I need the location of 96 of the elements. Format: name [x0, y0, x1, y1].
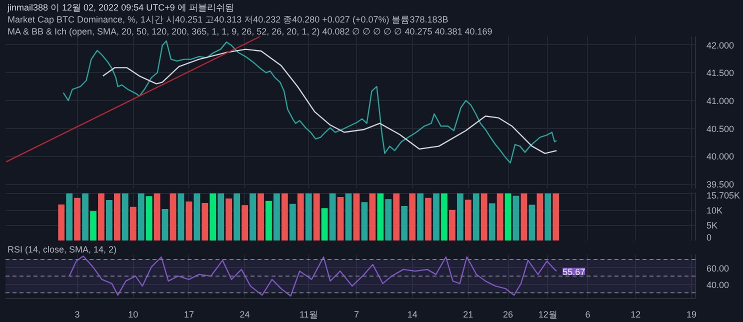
bar — [242, 205, 248, 240]
bar — [66, 193, 73, 240]
bar — [488, 203, 496, 240]
bar — [313, 193, 320, 240]
bar — [114, 193, 120, 240]
bar — [385, 199, 392, 240]
bar — [122, 193, 128, 240]
bar — [258, 193, 264, 240]
bar — [345, 193, 352, 240]
x-tick-label: 3 — [74, 310, 80, 320]
bar — [409, 193, 416, 240]
bar — [361, 202, 368, 240]
bar — [170, 193, 176, 240]
bar — [130, 206, 136, 240]
bar — [297, 193, 304, 240]
line-series — [102, 48, 558, 154]
bar — [353, 193, 360, 240]
bar — [58, 204, 65, 240]
bar — [234, 193, 240, 240]
bar — [98, 193, 104, 240]
bar — [520, 193, 528, 240]
y-tick-label: 0 — [706, 232, 712, 242]
bar — [138, 193, 144, 240]
y-tick-label: 42.000 — [706, 40, 734, 50]
bar — [178, 193, 184, 240]
bar — [512, 196, 520, 240]
x-tick-label: 26 — [503, 310, 514, 320]
bar — [154, 193, 160, 240]
bar — [282, 193, 288, 240]
bar — [472, 193, 480, 240]
bar — [146, 196, 152, 240]
text: jinmail388 이 12월 02, 2022 09:54 UTC+9 에 퍼블리쉬됨 — [6, 2, 234, 12]
chart-subtitle: RSI (14, close, SMA, 14, 2) — [8, 244, 117, 254]
bar — [329, 193, 336, 240]
bar — [82, 193, 88, 240]
x-tick-label: 7 — [354, 310, 359, 320]
bar — [90, 211, 96, 240]
bar — [194, 193, 200, 240]
y-tick-label: 41.500 — [706, 68, 734, 78]
x-tick-label: 10 — [128, 310, 138, 320]
annotation: 55.67 — [562, 266, 586, 277]
y-tick-label: 39.500 — [706, 180, 734, 190]
x-tick-label: 17 — [184, 310, 194, 320]
bar — [480, 193, 488, 240]
bar — [393, 193, 400, 240]
bar — [202, 203, 208, 240]
bar — [425, 198, 432, 240]
y-tick-label: 5K — [706, 220, 718, 230]
bar — [417, 193, 424, 240]
bar — [274, 193, 280, 240]
bar — [449, 210, 456, 240]
y-tick-label: 10K — [706, 206, 723, 216]
y-tick-label: 60.00 — [706, 263, 730, 274]
bar — [401, 206, 408, 240]
bar — [266, 200, 272, 240]
x-tick-label: 12 — [630, 310, 641, 320]
bar — [106, 200, 112, 240]
bar — [528, 204, 536, 240]
bar — [226, 198, 232, 240]
bar — [496, 193, 504, 240]
bar — [464, 200, 472, 240]
bar — [337, 197, 344, 240]
y-tick-label: 40.000 — [706, 152, 734, 162]
bar — [552, 193, 560, 240]
bar — [250, 193, 256, 240]
y-tick-label: 15.705K — [706, 190, 740, 200]
x-tick-label: 24 — [240, 310, 250, 320]
bar — [289, 204, 296, 240]
bar — [433, 193, 440, 240]
bar — [321, 208, 328, 240]
line-series — [62, 40, 558, 164]
bar — [305, 193, 312, 240]
x-tick-label: 19 — [686, 310, 697, 320]
bar — [544, 193, 552, 240]
bar — [74, 198, 80, 240]
line-series — [68, 256, 558, 297]
bar — [218, 193, 224, 240]
y-tick-label: 40.500 — [706, 124, 734, 134]
bar — [504, 193, 512, 240]
bar — [441, 193, 448, 240]
x-tick-label: 14 — [407, 310, 418, 320]
bar — [377, 193, 384, 240]
x-tick-label: 11월 — [299, 310, 318, 320]
bar — [369, 193, 376, 240]
bar — [456, 193, 464, 240]
bar — [186, 202, 192, 240]
x-tick-label: 12월 — [538, 310, 558, 320]
y-tick-label: 41.000 — [706, 96, 734, 106]
y-tick-label: 40.00 — [706, 280, 730, 290]
bar — [536, 193, 544, 240]
bar — [162, 209, 168, 240]
bar — [210, 193, 216, 240]
x-tick-label: 21 — [463, 310, 474, 320]
chart-subtitle: MA & BB & Ich (open, SMA, 20, 50, 120, 200, 365, 1, 1, 9, 26, 52, 26, 20, 1, 2) 40.082 ∅ ∅ ∅ ∅ ∅ 40.275 40.381 40.169 — [8, 26, 492, 36]
x-tick-label: 6 — [585, 310, 590, 320]
chart-title: Market Cap BTC Dominance, %, 1시간 시40.251 고40.313 저40.232 종40.280 +0.027 (+0.07%) 볼륨378.183B — [8, 14, 448, 24]
